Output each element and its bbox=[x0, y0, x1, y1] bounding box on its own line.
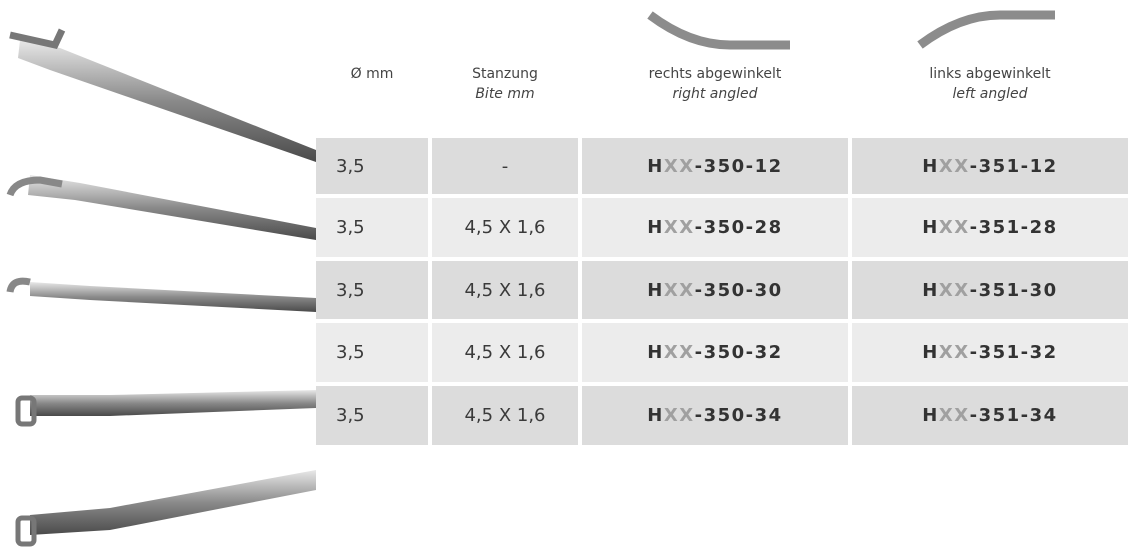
instrument-images bbox=[6, 28, 316, 547]
code-suffix: -350-28 bbox=[694, 217, 783, 238]
header-subtitle-text: left angled bbox=[952, 86, 1028, 102]
column-header: links abgewinkelt left angled bbox=[852, 64, 1128, 104]
left-angle-icon bbox=[917, 10, 1055, 49]
header-subtitle: right angled bbox=[582, 84, 848, 104]
cell-text: 3,5 bbox=[336, 155, 365, 177]
code-placeholder: XX bbox=[663, 342, 695, 363]
table-cell: H XX -350-30 bbox=[582, 261, 848, 319]
code-placeholder: XX bbox=[938, 342, 970, 363]
right-angle-icon bbox=[647, 11, 790, 50]
code-placeholder: XX bbox=[663, 279, 695, 301]
table-cell: H XX -351-12 bbox=[852, 138, 1128, 194]
table-cell: - bbox=[432, 138, 578, 194]
table-cell: 3,5 bbox=[316, 261, 428, 319]
table-cell: 3,5 bbox=[316, 138, 428, 194]
table-cell: H XX -350-28 bbox=[582, 198, 848, 257]
code-suffix: -350-32 bbox=[694, 342, 783, 363]
table-cell: 3,5 bbox=[316, 198, 428, 257]
code-placeholder: XX bbox=[938, 279, 970, 301]
table-cell: 3,5 bbox=[316, 323, 428, 382]
header-title: links abgewinkelt bbox=[852, 64, 1128, 84]
code-placeholder: XX bbox=[663, 405, 695, 426]
cell-text: 3,5 bbox=[336, 279, 365, 301]
code-prefix: H bbox=[922, 279, 939, 301]
cell-text: 4,5 X 1,6 bbox=[464, 342, 546, 363]
cell-text: 4,5 X 1,6 bbox=[464, 405, 546, 426]
code-suffix: -351-34 bbox=[969, 405, 1058, 426]
code-placeholder: XX bbox=[663, 155, 695, 177]
code-suffix: -350-34 bbox=[694, 405, 783, 426]
code-placeholder: XX bbox=[938, 405, 970, 426]
header-subtitle: Bite mm bbox=[432, 84, 578, 104]
table-cell: H XX -350-12 bbox=[582, 138, 848, 194]
cell-text: 3,5 bbox=[336, 217, 365, 238]
table-cell: 3,5 bbox=[316, 386, 428, 445]
cell-text: 3,5 bbox=[336, 342, 365, 363]
cell-text: - bbox=[501, 155, 509, 177]
header-subtitle-text: Bite mm bbox=[475, 86, 535, 102]
code-suffix: -350-12 bbox=[694, 155, 783, 177]
header-title-text: Ø mm bbox=[350, 66, 394, 82]
header-title: Stanzung bbox=[432, 64, 578, 84]
code-suffix: -351-12 bbox=[969, 155, 1058, 177]
table-cell: H XX -351-28 bbox=[852, 198, 1128, 257]
table-cell: H XX -350-32 bbox=[582, 323, 848, 382]
table-cell: 4,5 X 1,6 bbox=[432, 323, 578, 382]
header-title-text: links abgewinkelt bbox=[929, 66, 1051, 82]
code-suffix: -351-30 bbox=[969, 279, 1058, 301]
header-subtitle: left angled bbox=[852, 84, 1128, 104]
header-title-text: rechts abgewinkelt bbox=[648, 66, 782, 82]
cell-text: 4,5 X 1,6 bbox=[464, 217, 546, 238]
code-prefix: H bbox=[922, 405, 939, 426]
header-title: rechts abgewinkelt bbox=[582, 64, 848, 84]
table-cell: H XX -351-30 bbox=[852, 261, 1128, 319]
code-suffix: -350-30 bbox=[694, 279, 783, 301]
code-suffix: -351-28 bbox=[969, 217, 1058, 238]
table-cell: 4,5 X 1,6 bbox=[432, 261, 578, 319]
code-prefix: H bbox=[647, 405, 664, 426]
header-subtitle-text: right angled bbox=[672, 86, 758, 102]
column-header: Stanzung Bite mm bbox=[432, 64, 578, 104]
cell-text: 4,5 X 1,6 bbox=[464, 279, 546, 301]
table-cell: H XX -351-32 bbox=[852, 323, 1128, 382]
code-prefix: H bbox=[647, 342, 664, 363]
code-prefix: H bbox=[647, 155, 664, 177]
header-title: Ø mm bbox=[316, 64, 428, 84]
code-placeholder: XX bbox=[938, 217, 970, 238]
table-cell: H XX -351-34 bbox=[852, 386, 1128, 445]
code-placeholder: XX bbox=[938, 155, 970, 177]
code-prefix: H bbox=[922, 155, 939, 177]
column-header: Ø mm bbox=[316, 64, 428, 84]
table-cell: H XX -350-34 bbox=[582, 386, 848, 445]
code-placeholder: XX bbox=[663, 217, 695, 238]
header-title-text: Stanzung bbox=[472, 66, 538, 82]
code-suffix: -351-32 bbox=[969, 342, 1058, 363]
table-cell: 4,5 X 1,6 bbox=[432, 386, 578, 445]
column-header: rechts abgewinkelt right angled bbox=[582, 64, 848, 104]
code-prefix: H bbox=[647, 217, 664, 238]
cell-text: 3,5 bbox=[336, 405, 365, 426]
code-prefix: H bbox=[922, 342, 939, 363]
code-prefix: H bbox=[647, 279, 664, 301]
table-cell: 4,5 X 1,6 bbox=[432, 198, 578, 257]
code-prefix: H bbox=[922, 217, 939, 238]
